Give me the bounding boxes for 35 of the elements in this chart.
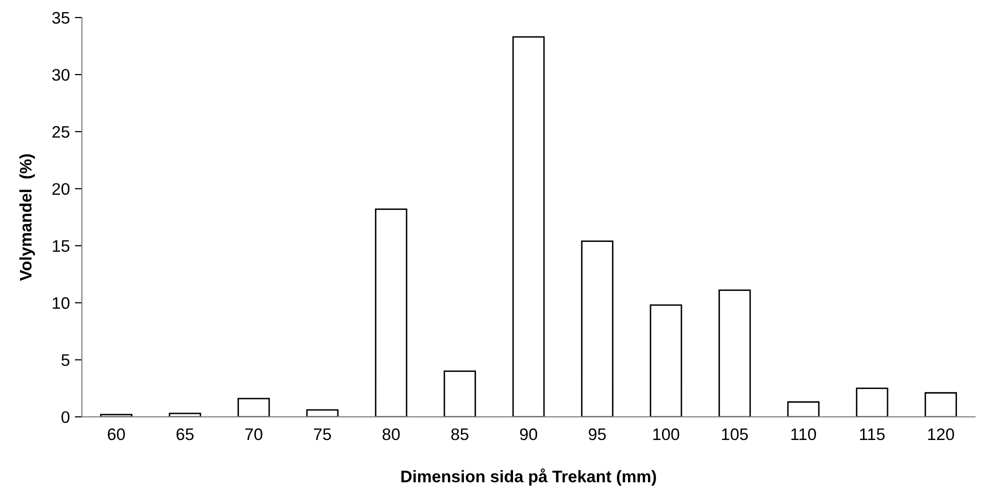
- x-tick-label: 80: [382, 428, 400, 440]
- bar: [444, 370, 476, 417]
- bar: [306, 409, 339, 417]
- y-tick-label: 35: [52, 12, 70, 24]
- y-tick-label: 25: [52, 126, 70, 138]
- y-tick-label: 20: [52, 183, 70, 195]
- x-tick-label: 85: [451, 428, 468, 440]
- bar: [238, 398, 270, 417]
- y-tick-label: 0: [62, 411, 70, 424]
- x-axis-title: Dimension sida på Trekant (mm): [401, 468, 656, 486]
- x-tick-label: 100: [653, 428, 680, 440]
- x-tick-label: 95: [588, 428, 606, 440]
- y-tick-label: 30: [52, 68, 70, 81]
- x-tick-label: 120: [928, 428, 954, 440]
- bar: [168, 412, 202, 417]
- x-tick-label: 65: [176, 428, 194, 440]
- x-tick-label: 115: [860, 428, 885, 440]
- bar: [374, 208, 408, 417]
- x-tick-label: 90: [520, 428, 538, 440]
- y-axis-title: Volymandel (%): [19, 154, 35, 281]
- y-tick-label: 10: [52, 297, 70, 309]
- y-tick-label: 5: [62, 354, 70, 366]
- x-tick-label: 70: [245, 428, 262, 440]
- x-tick-label: 105: [722, 428, 748, 440]
- x-tick-label: 110: [791, 428, 816, 440]
- x-tick-label: 60: [108, 428, 125, 440]
- bar: [856, 388, 888, 417]
- bar: [512, 36, 545, 417]
- bar: [718, 290, 751, 417]
- bar: [924, 392, 957, 417]
- bar: [787, 401, 820, 417]
- bar: [581, 240, 614, 417]
- bar: [650, 304, 682, 417]
- x-tick-label: 75: [314, 428, 331, 440]
- y-tick-label: 15: [52, 240, 70, 252]
